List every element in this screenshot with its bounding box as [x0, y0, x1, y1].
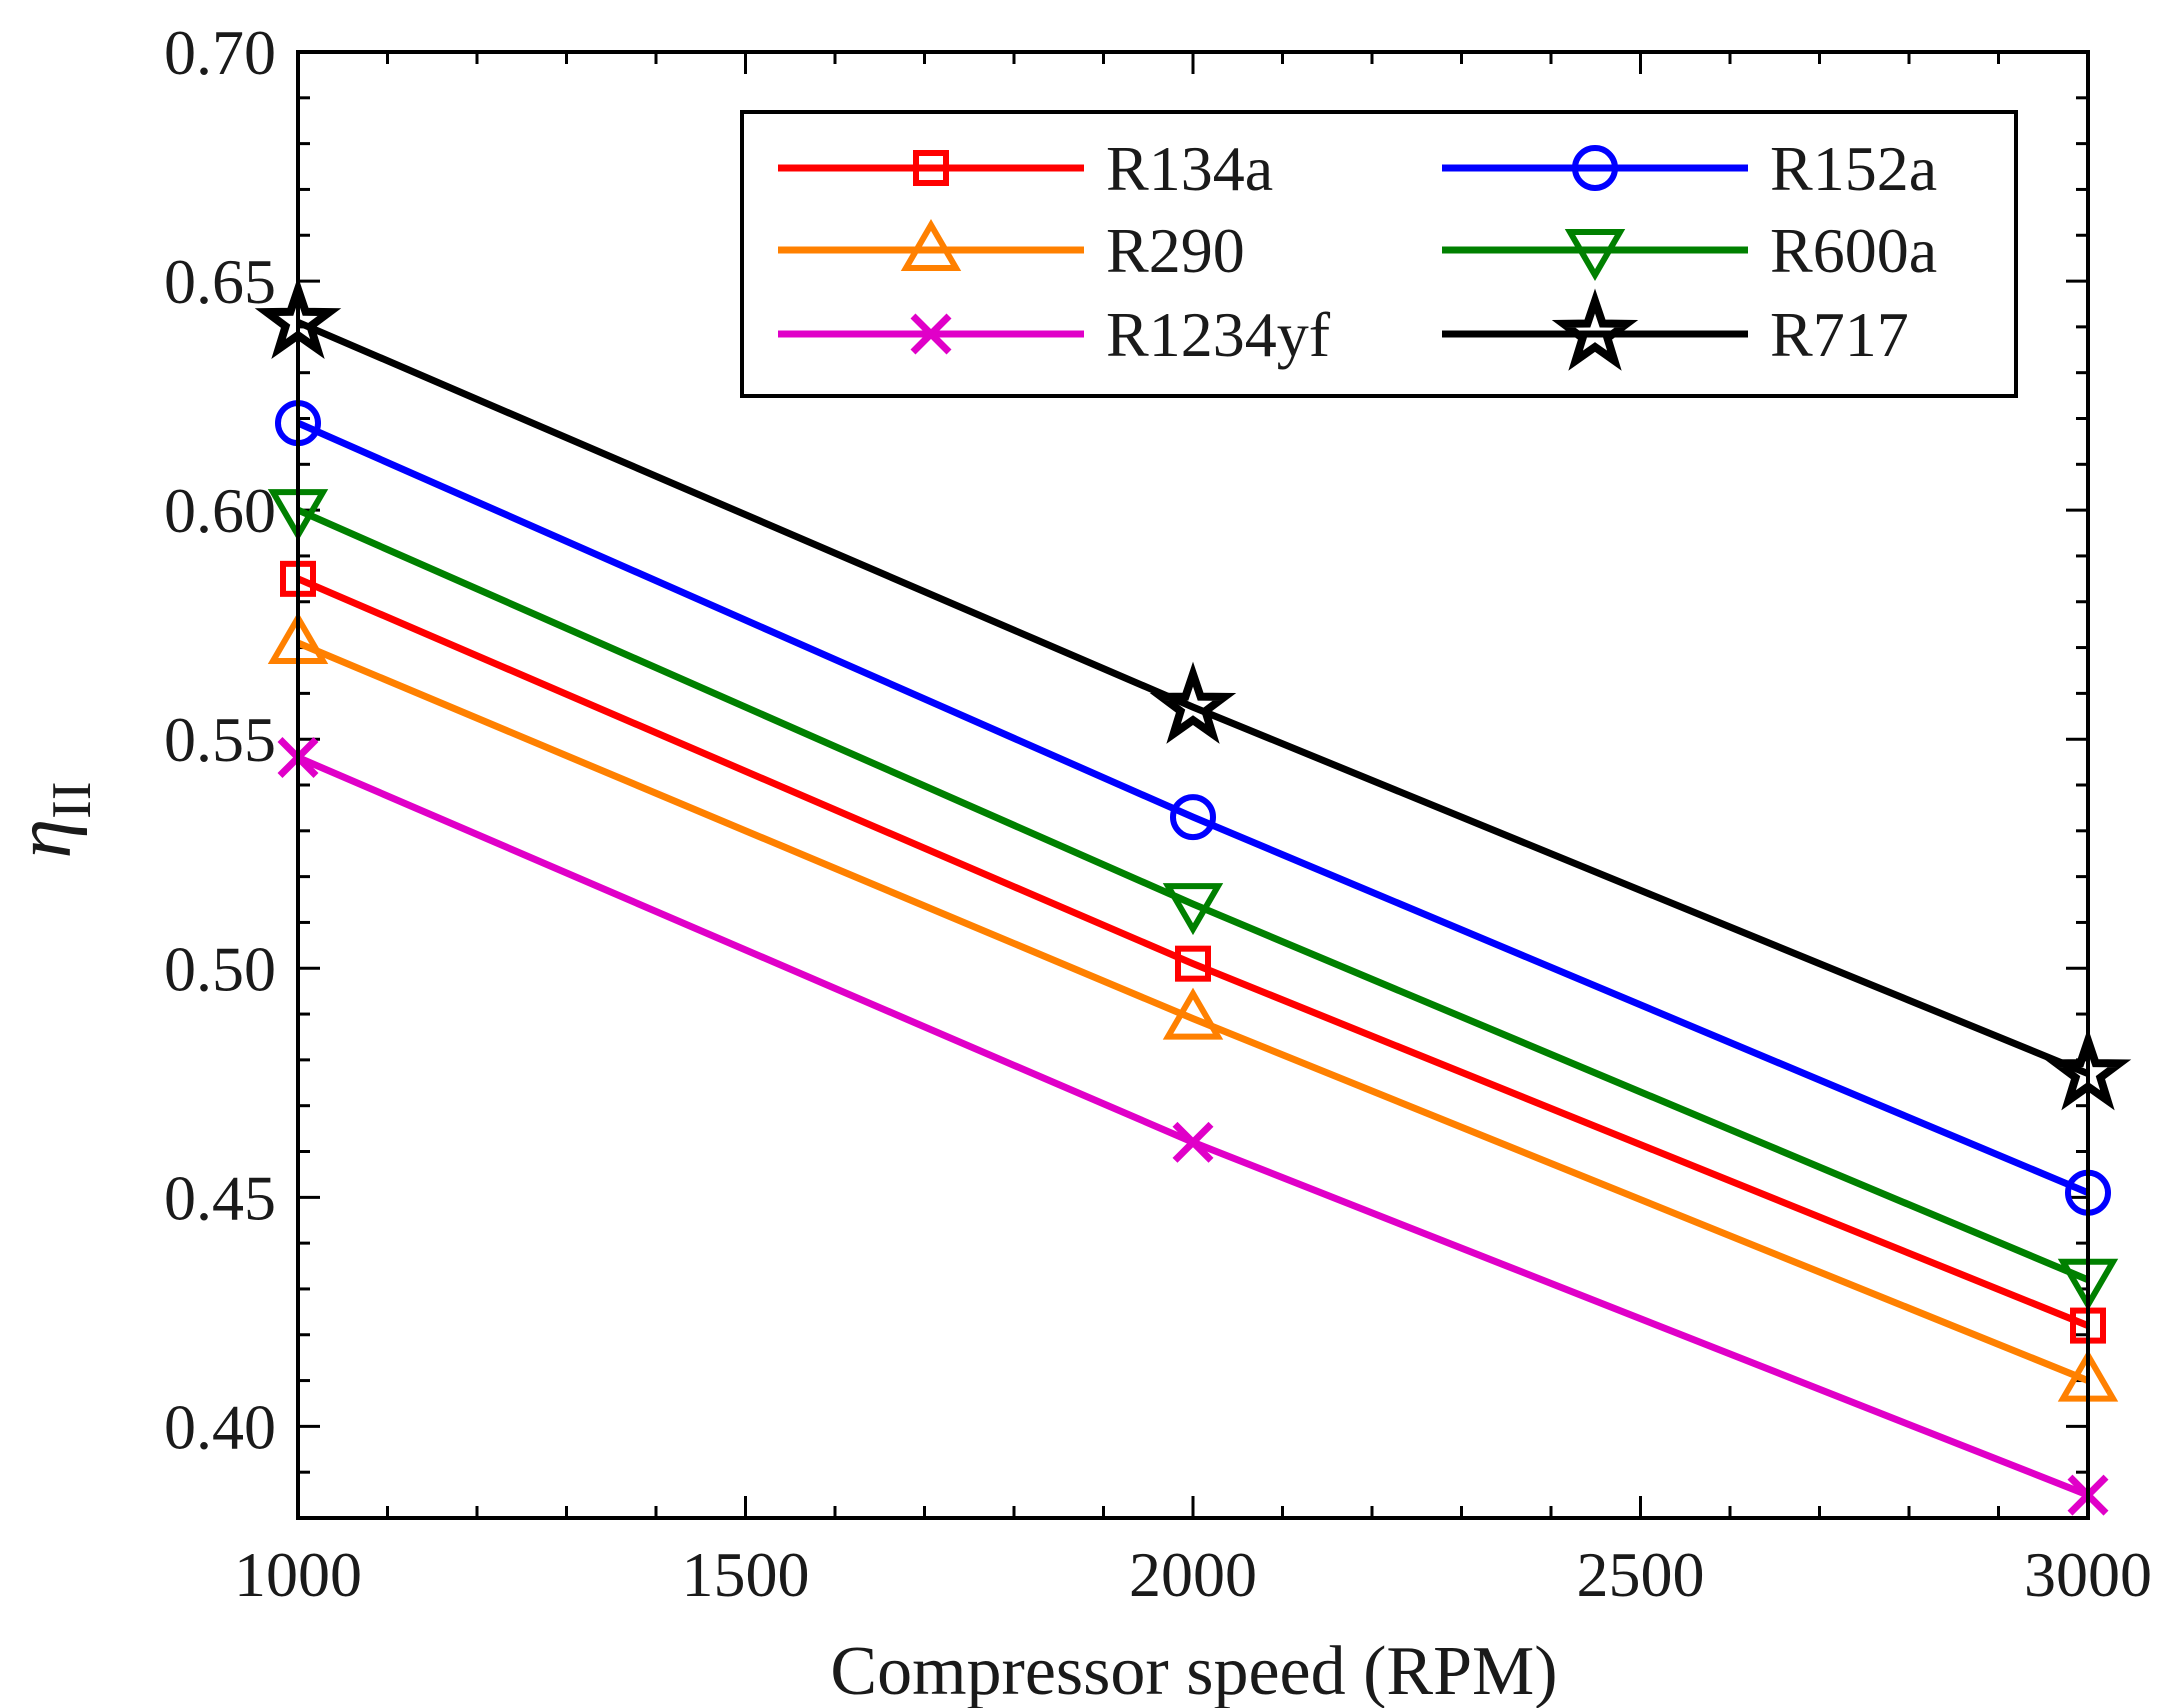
x-tick-label: 1500 — [682, 1539, 810, 1610]
y-tick-label: 0.55 — [164, 704, 276, 775]
legend-marker-r1234yf — [910, 313, 952, 355]
y-axis-label: ηII — [0, 782, 103, 859]
series-line-r134a — [296, 575, 2090, 1329]
data-point-r717 — [1149, 661, 1237, 744]
legend-label-r290: R290 — [1106, 215, 1245, 286]
legend: R134a R152a R290 R600a R1234yf R717 — [740, 110, 2018, 398]
y-tick-label: 0.50 — [164, 933, 276, 1004]
x-tick-label: 1000 — [234, 1539, 362, 1610]
series-layer — [254, 276, 2132, 1516]
series-line-r290 — [296, 639, 2090, 1384]
y-tick-label: 0.65 — [164, 246, 276, 317]
series-line-r152a — [296, 419, 2090, 1196]
series-r152a — [275, 400, 2111, 1216]
legend-entry-r290: R290 — [778, 215, 1245, 286]
legend-marker-r717 — [1551, 288, 1639, 371]
legend-entry-r1234yf: R1234yf — [778, 299, 1331, 370]
legend-entry-r134a: R134a — [778, 133, 1273, 204]
data-point-r134a — [1175, 945, 1211, 982]
y-axis-label-symbol: η — [0, 819, 88, 859]
y-axis-label-subscript: II — [41, 782, 103, 819]
y-tick-label: 0.40 — [164, 1391, 276, 1462]
data-point-r290 — [1162, 987, 1224, 1040]
x-axis-label: Compressor speed (RPM) — [830, 1633, 1557, 1708]
legend-entry-r600a: R600a — [1442, 215, 1937, 286]
series-line-r600a — [296, 506, 2090, 1284]
legend-label-r717: R717 — [1770, 299, 1909, 370]
tick-labels: 1000 1500 2000 2500 3000 0.40 0.45 0.50 0.55 0.60… — [164, 17, 2152, 1610]
legend-label-r152a: R152a — [1770, 133, 1937, 204]
legend-label-r600a: R600a — [1770, 215, 1937, 286]
svg-text:ηII: ηII — [0, 782, 103, 859]
legend-marker-r134a — [913, 150, 949, 186]
legend-label-r1234yf: R1234yf — [1106, 299, 1331, 370]
data-point-r600a — [1162, 883, 1224, 936]
y-tick-label: 0.60 — [164, 475, 276, 546]
legend-label-r134a: R134a — [1106, 133, 1273, 204]
y-tick-label: 0.70 — [164, 17, 276, 88]
legend-entry-r152a: R152a — [1442, 133, 1937, 204]
y-tick-label: 0.45 — [164, 1162, 276, 1233]
plot-frame — [296, 50, 2090, 1520]
legend-box — [740, 110, 2018, 398]
legend-marker-r152a — [1572, 145, 1618, 191]
series-line-r717 — [296, 319, 2090, 1077]
legend-marker-r600a — [1564, 229, 1626, 281]
data-point-r152a — [1170, 794, 1216, 841]
x-tick-label: 2500 — [1577, 1539, 1705, 1610]
legend-entry-r717: R717 — [1442, 288, 1909, 371]
x-tick-label: 2000 — [1129, 1539, 1257, 1610]
x-tick-label: 3000 — [2024, 1539, 2152, 1610]
legend-marker-r290 — [900, 219, 962, 271]
data-point-r1234yf — [1172, 1121, 1214, 1163]
